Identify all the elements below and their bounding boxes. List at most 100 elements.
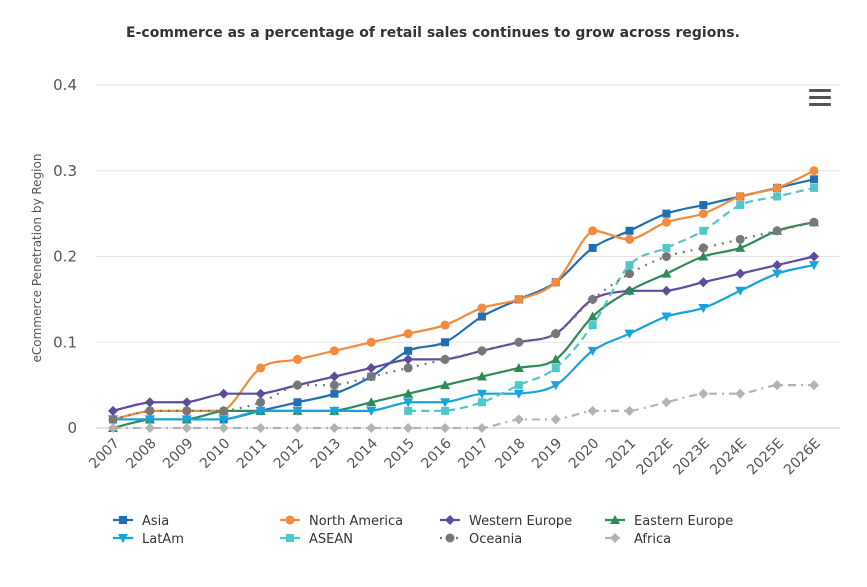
series-line-asia: [113, 178, 815, 421]
legend-marker: [610, 533, 620, 543]
data-point-western-europe: [108, 405, 118, 416]
data-point-western-europe: [218, 388, 229, 399]
data-point-latam: [366, 406, 377, 416]
data-point-asia: [588, 243, 597, 252]
y-tick-label: 0.1: [53, 333, 77, 351]
data-point-latam: [403, 398, 414, 408]
data-point-asean: [588, 321, 597, 330]
data-point-eastern-europe: [698, 251, 709, 261]
legend-label: Western Europe: [469, 514, 572, 529]
data-point-africa: [661, 397, 672, 408]
legend-item-latam[interactable]: LatAm: [113, 532, 184, 547]
x-tick-label: 2011: [234, 436, 271, 473]
data-point-oceania: [145, 406, 155, 416]
legend-item-asean[interactable]: ASEAN: [280, 532, 353, 547]
data-point-western-europe: [735, 268, 746, 279]
data-point-africa: [218, 423, 229, 433]
data-point-asia: [293, 398, 302, 407]
data-point-africa: [108, 423, 118, 433]
data-point-africa: [292, 423, 303, 433]
legend-item-asia[interactable]: Asia: [113, 514, 169, 529]
data-point-latam: [698, 303, 709, 313]
data-point-western-europe: [403, 354, 414, 365]
data-point-asean: [441, 406, 450, 415]
x-tick-label: 2023E: [670, 436, 713, 479]
legend-item-africa[interactable]: Africa: [605, 532, 671, 547]
legend-item-north-america[interactable]: North America: [280, 514, 403, 529]
data-point-oceania: [219, 406, 229, 416]
legend-marker: [285, 515, 295, 525]
y-tick-label: 0.2: [53, 248, 77, 266]
series-asean: [404, 183, 818, 415]
x-tick-label: 2008: [123, 436, 160, 473]
data-point-oceania: [514, 337, 524, 347]
x-tick-label: 2026E: [781, 436, 824, 479]
y-tick-label: 0.3: [53, 162, 77, 180]
y-axis-title: eCommerce Penetration by Region: [30, 154, 44, 363]
x-tick-label: 2010: [197, 436, 234, 473]
data-point-latam: [144, 415, 155, 425]
data-point-western-europe: [661, 285, 672, 296]
data-point-latam: [513, 389, 524, 399]
data-point-north-america: [256, 363, 266, 373]
x-tick-label: 2016: [418, 435, 455, 472]
x-tick-label: 2020: [566, 436, 603, 473]
data-point-latam: [255, 406, 266, 416]
data-point-africa: [329, 423, 340, 433]
data-point-western-europe: [772, 260, 783, 271]
data-point-asean: [477, 398, 486, 407]
data-point-oceania: [588, 294, 598, 304]
data-point-eastern-europe: [624, 285, 635, 295]
legend-item-oceania[interactable]: Oceania: [440, 532, 522, 547]
data-point-oceania: [256, 397, 266, 407]
data-point-north-america: [551, 277, 561, 287]
legend-marker: [445, 533, 455, 543]
data-point-latam: [735, 286, 746, 296]
data-point-africa: [255, 423, 266, 433]
series-eastern-europe: [108, 217, 819, 432]
data-point-africa: [144, 423, 155, 433]
data-point-north-america: [772, 183, 782, 193]
data-point-north-america: [292, 354, 302, 364]
data-point-latam: [661, 312, 672, 322]
data-point-western-europe: [698, 277, 709, 288]
y-tick-label: 0.4: [53, 76, 77, 94]
data-point-oceania: [108, 414, 118, 424]
series-western-europe: [108, 251, 819, 416]
legend-item-eastern-europe[interactable]: Eastern Europe: [605, 514, 733, 529]
data-point-latam: [476, 389, 487, 399]
data-point-oceania: [661, 252, 671, 261]
x-tick-label: 2019: [529, 436, 566, 473]
data-point-asean: [736, 201, 745, 210]
data-point-asia: [662, 209, 671, 218]
data-point-western-europe: [809, 251, 819, 262]
data-point-oceania: [292, 380, 302, 390]
legend-item-western-europe[interactable]: Western Europe: [440, 514, 572, 529]
x-tick-label: 2013: [308, 436, 345, 473]
data-point-latam: [550, 381, 561, 391]
data-point-north-america: [698, 209, 708, 219]
series-north-america: [108, 166, 819, 424]
data-point-oceania: [403, 363, 413, 373]
series-line-latam: [113, 264, 815, 421]
data-point-asean: [699, 226, 708, 235]
series-line-asean: [408, 186, 815, 412]
data-point-oceania: [182, 406, 192, 416]
legend-label: Eastern Europe: [634, 514, 733, 529]
data-point-north-america: [440, 320, 450, 330]
hamburger-menu-icon[interactable]: [809, 89, 831, 107]
data-point-latam: [587, 346, 598, 356]
series-line-oceania: [112, 221, 815, 421]
data-point-africa: [772, 380, 783, 391]
chart-title: E-commerce as a percentage of retail sal…: [126, 25, 740, 41]
legend-label: ASEAN: [309, 532, 353, 547]
x-tick-label: 2015: [381, 436, 418, 473]
data-point-asean: [662, 243, 671, 252]
legend-label: Africa: [634, 532, 671, 547]
data-point-eastern-europe: [735, 242, 746, 252]
legend-marker: [610, 515, 620, 524]
data-point-north-america: [477, 303, 487, 313]
data-point-oceania: [477, 346, 487, 356]
data-point-africa: [181, 423, 192, 433]
